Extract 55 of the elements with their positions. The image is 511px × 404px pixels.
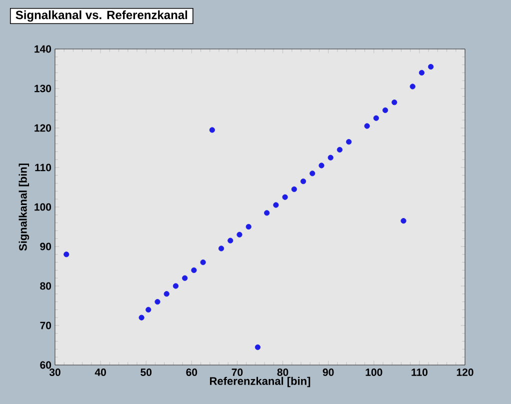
point [282,194,288,200]
point [428,64,434,70]
x-tick-label: 80 [277,368,288,376]
point [264,210,270,216]
x-tick-label: 40 [94,368,106,376]
point [209,127,215,133]
y-tick-label: 110 [35,164,52,172]
point [373,115,379,121]
y-tick-label: 140 [34,45,52,53]
x-tick-label: 70 [232,368,243,376]
y-tick-label: 120 [34,124,52,132]
point [164,291,170,297]
point [400,218,406,224]
y-tick-label: 80 [40,282,52,290]
point [336,146,343,153]
point [392,100,398,106]
point [236,232,242,238]
point [318,162,324,168]
point [410,84,416,90]
x-tick-label: 100 [366,368,382,376]
point [254,344,261,350]
x-tick-label: 90 [322,368,334,376]
point [418,70,425,76]
y-axis-title: Signalkanal [bin] [18,164,30,251]
point [138,314,144,320]
x-tick-label: 30 [49,368,60,376]
point [273,202,279,208]
point [246,224,252,230]
point [154,299,160,305]
point [200,260,206,266]
x-tick-label: 60 [186,368,198,376]
point [191,267,197,273]
point [146,306,152,312]
point [364,123,370,129]
y-tick-label: 130 [34,84,52,92]
x-axis-title: Referenzkanal [bin] [210,376,310,388]
point [382,107,388,114]
point [310,170,316,176]
y-tick-label: 70 [40,322,52,330]
x-tick-label: 110 [412,368,428,376]
y-tick-label: 90 [40,242,52,250]
point [182,275,188,281]
point [346,139,352,145]
y-tick-label: 100 [34,203,52,211]
point [172,283,179,289]
point [218,246,224,252]
x-tick-label: 50 [140,368,152,376]
y-tick-label: 60 [40,361,52,369]
point [64,252,70,258]
point [300,178,306,184]
point [291,186,297,192]
point [328,154,334,160]
x-tick-label: 120 [456,368,474,376]
point [228,238,234,244]
chart-title: Signalkanal vs. Referenzkanal [16,10,188,22]
